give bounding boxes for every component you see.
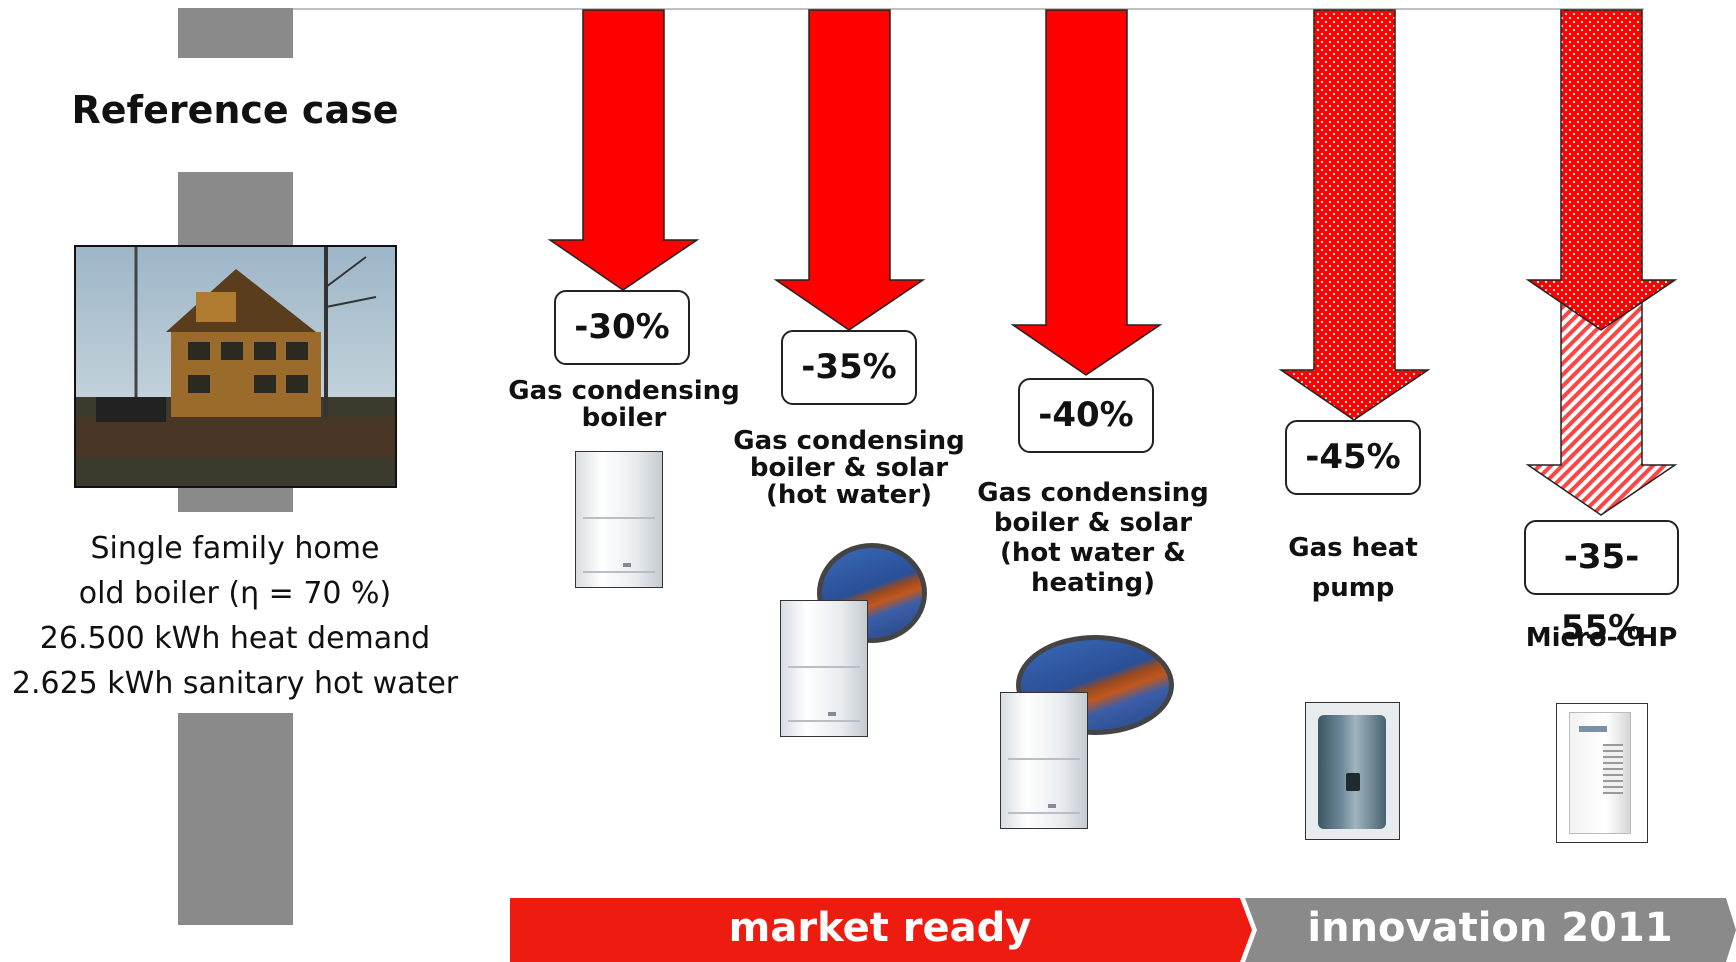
option-label: Gas condensing boiler & solar (hot water… bbox=[977, 478, 1209, 598]
gas-boiler-image bbox=[1000, 692, 1088, 829]
reference-line: 26.500 kWh heat demand bbox=[39, 621, 431, 656]
option-label: Gas condensing boiler bbox=[508, 376, 740, 433]
market-ready-label: market ready bbox=[728, 905, 1032, 951]
arrow-gas-heat-pump bbox=[1278, 9, 1431, 421]
arrow-gas-condensing-boiler bbox=[547, 9, 700, 291]
gas-boiler-image bbox=[780, 600, 868, 737]
reference-description: Single family home old boiler (η = 70 %)… bbox=[0, 526, 470, 706]
reduction-badge: -45% bbox=[1285, 420, 1421, 495]
option-label: Gas heat pump bbox=[1288, 533, 1418, 603]
option-label: Gas condensing boiler & solar (hot water… bbox=[733, 426, 965, 510]
timeline-bar bbox=[510, 898, 1736, 962]
solar-panel-image bbox=[817, 543, 927, 643]
reference-line: old boiler (η = 70 %) bbox=[78, 576, 392, 611]
house-image bbox=[76, 247, 395, 486]
reduction-badge: -35% bbox=[781, 330, 917, 405]
reference-title: Reference case bbox=[71, 88, 399, 132]
reduction-badge: -30% bbox=[554, 290, 690, 365]
reference-bar-segment bbox=[178, 488, 293, 512]
arrow-micro-chp-hatched bbox=[1525, 289, 1678, 516]
reduction-badge: -35-55% bbox=[1524, 520, 1679, 648]
option-label: Micro-CHP bbox=[1525, 623, 1678, 653]
reference-line: 2.625 kWh sanitary hot water bbox=[11, 666, 459, 701]
arrow-gas-condensing-solar-heating bbox=[1010, 9, 1163, 376]
heat-pump-image bbox=[1305, 702, 1400, 840]
innovation-segment bbox=[1245, 898, 1736, 962]
innovation-label: innovation 2011 bbox=[1307, 905, 1673, 951]
top-rule bbox=[178, 8, 1644, 10]
reference-bar-segment bbox=[178, 172, 293, 245]
reference-line: Single family home bbox=[90, 531, 380, 566]
reduction-badge: -40% bbox=[1018, 378, 1154, 453]
micro-chp-image bbox=[1556, 703, 1648, 843]
house-photo bbox=[74, 245, 397, 488]
market-ready-segment bbox=[510, 898, 1252, 962]
reference-bar-segment bbox=[178, 713, 293, 925]
arrow-gas-condensing-solar-hot-water bbox=[773, 9, 926, 331]
arrow-micro-chp bbox=[1525, 9, 1678, 331]
reference-bar-segment bbox=[178, 8, 293, 58]
gas-boiler-image bbox=[575, 451, 663, 588]
